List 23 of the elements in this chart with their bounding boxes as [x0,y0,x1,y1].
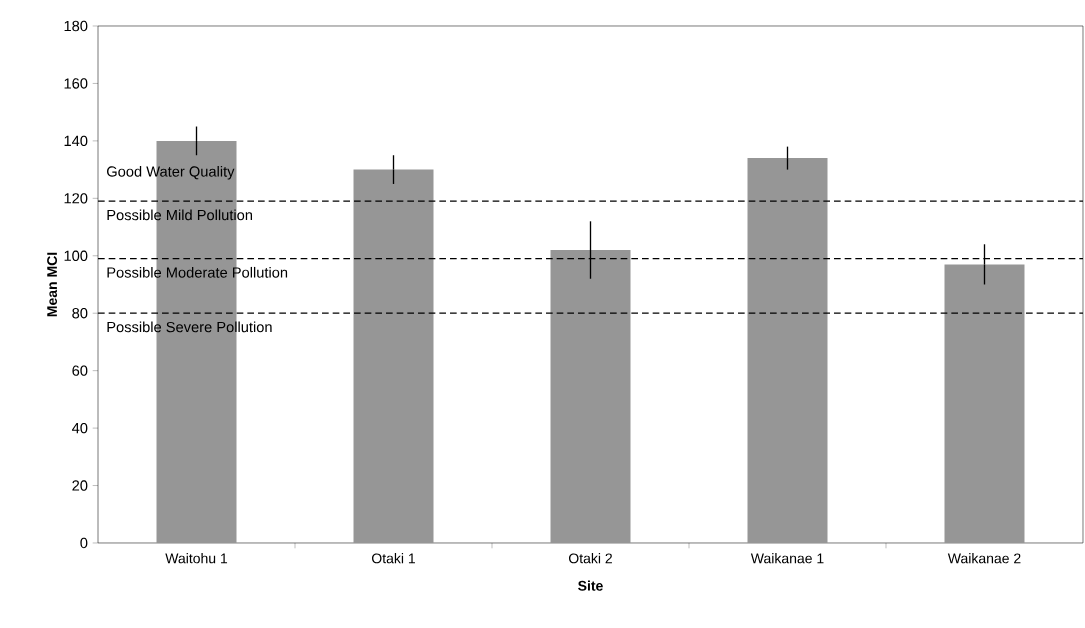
y-tick-label: 100 [64,250,88,261]
y-tick-label: 80 [72,308,88,319]
ref-line-label: Possible Moderate Pollution [107,266,288,278]
bar [550,250,631,543]
y-tick-label: 40 [71,422,88,434]
x-tick-label: Waikanae 2 [947,553,1021,564]
y-tick-label: 160 [64,78,88,89]
ref-line-label: Possible Severe Pollution [107,321,272,333]
bar [747,158,828,543]
y-tick-label: 20 [72,480,88,491]
x-axis-title: Site [578,580,603,591]
bar [944,264,1025,543]
x-tick-label: Waikanae 1 [750,553,824,564]
y-tick-label: 0 [80,537,88,549]
y-axis-title: Mean MCI [47,252,58,317]
bar [353,169,434,543]
x-tick-label: Waitohu 1 [165,553,228,564]
y-tick-label: 140 [64,135,88,147]
x-tick-label: Otaki 2 [569,553,612,564]
y-tick-label: 180 [64,20,88,32]
y-tick-label: 60 [72,365,88,376]
y-tick-label: 120 [64,193,88,204]
x-tick-label: Otaki 1 [372,553,415,564]
